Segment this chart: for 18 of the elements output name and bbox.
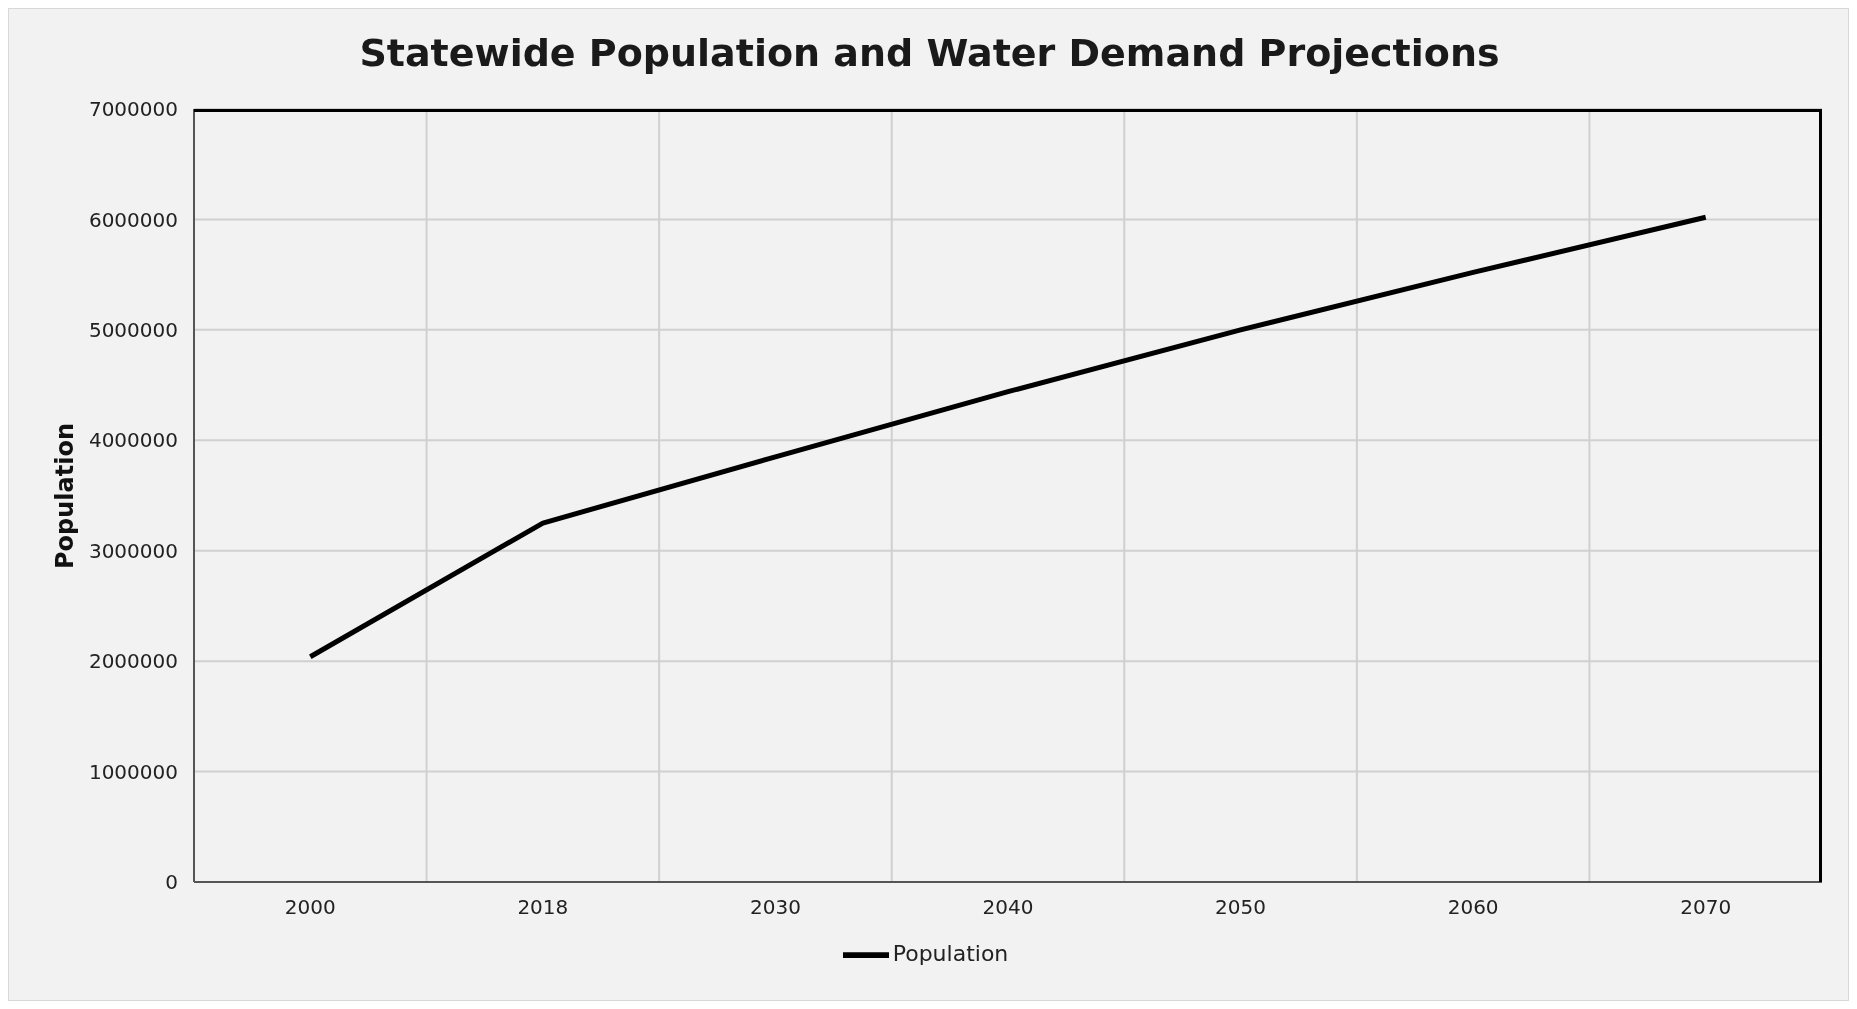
x-tick-label: 2070 xyxy=(1680,895,1732,920)
chart-title: Statewide Population and Water Demand Projections xyxy=(358,31,1501,75)
y-tick-label: 7000000 xyxy=(88,97,178,122)
y-tick-label: 6000000 xyxy=(88,207,178,232)
x-tick-label: 2000 xyxy=(284,895,336,920)
y-tick-label: 0 xyxy=(165,870,178,895)
y-tick-label: 2000000 xyxy=(88,649,178,674)
y-tick-label: 1000000 xyxy=(88,759,178,784)
y-tick-label: 5000000 xyxy=(88,317,178,342)
y-tick-label: 4000000 xyxy=(88,428,178,453)
x-tick-label: 2040 xyxy=(982,895,1034,920)
x-tick-label: 2018 xyxy=(517,895,569,920)
legend-label: Population xyxy=(892,941,1009,966)
x-tick-label: 2030 xyxy=(749,895,801,920)
x-tick-label: 2050 xyxy=(1215,895,1267,920)
y-tick-label: 3000000 xyxy=(88,538,178,563)
x-tick-label: 2060 xyxy=(1447,895,1499,920)
y-axis-title: Population xyxy=(51,422,79,569)
